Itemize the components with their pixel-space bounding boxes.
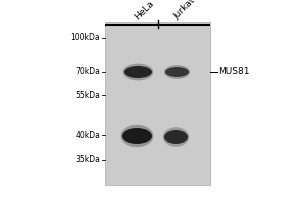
Text: 100kDa: 100kDa [70, 33, 100, 43]
Ellipse shape [165, 67, 189, 77]
Ellipse shape [124, 66, 152, 78]
Ellipse shape [164, 65, 190, 79]
Text: HeLa: HeLa [134, 0, 156, 21]
Text: MUS81: MUS81 [218, 68, 250, 76]
Text: 35kDa: 35kDa [75, 156, 100, 164]
Text: Jurkat: Jurkat [172, 0, 197, 21]
Text: 70kDa: 70kDa [75, 68, 100, 76]
Ellipse shape [122, 128, 152, 144]
Ellipse shape [163, 127, 189, 147]
Ellipse shape [123, 64, 153, 80]
Ellipse shape [164, 130, 188, 144]
Text: 40kDa: 40kDa [75, 130, 100, 140]
Bar [105, 22, 210, 185]
Text: 55kDa: 55kDa [75, 90, 100, 99]
Ellipse shape [121, 125, 154, 147]
